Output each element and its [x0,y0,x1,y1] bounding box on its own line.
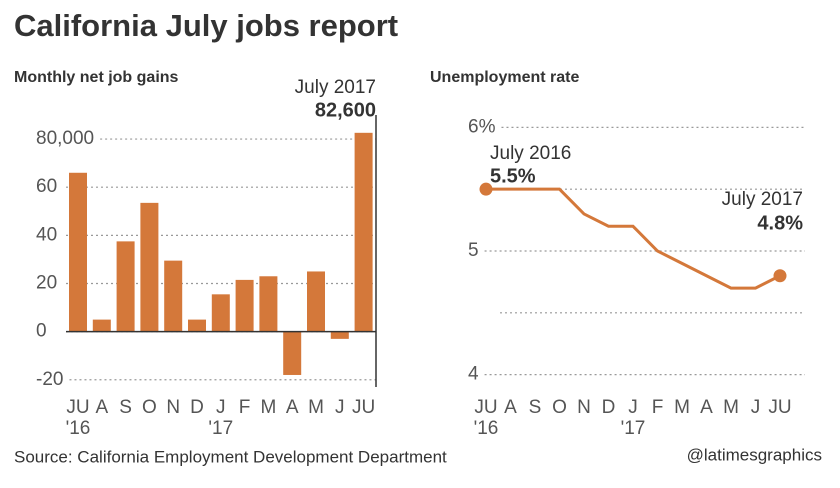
x-tick-label: J [216,397,226,418]
right-subtitle: Unemployment rate [430,69,579,86]
x-tick-label: N [166,397,180,418]
y-tick-label: 80,000 [36,128,94,149]
bar [92,319,111,332]
annotation-value: 5.5% [490,165,536,187]
bar [330,331,349,339]
bar [164,260,183,332]
credit: @latimesgraphics [687,445,822,464]
bar [140,202,159,332]
x-tick-sublabel: '17 [208,418,233,439]
annotation-label: July 2016 [490,143,571,164]
x-tick-label: M [308,397,324,418]
title: California July jobs report [14,8,398,43]
bar [259,276,278,332]
x-tick-label: A [504,397,517,418]
end-dot [773,269,787,283]
x-tick-label: JU [66,397,89,418]
bar [235,279,254,332]
bar [116,241,135,332]
x-tick-sublabel: '16 [66,418,91,439]
source: Source: California Employment Developmen… [14,447,447,466]
x-tick-sublabel: '16 [474,418,499,439]
x-tick-label: M [674,397,690,418]
end-dot [479,182,493,196]
bar [283,331,302,375]
bar [188,319,206,332]
x-tick-label: D [190,397,204,418]
x-tick-label: N [577,397,591,418]
x-tick-label: S [119,397,132,418]
bar [307,271,325,332]
x-tick-label: JU [352,397,375,418]
x-tick-label: F [239,397,251,418]
y-tick-label: -20 [36,369,63,390]
y-tick-label: 40 [36,224,57,245]
annotation-value: 82,600 [315,99,376,121]
y-tick-label: 20 [36,273,57,294]
x-tick-label: J [335,397,345,418]
x-tick-label: JU [768,397,791,418]
y-tick-label: 6% [468,116,496,137]
x-tick-label: A [286,397,299,418]
annotation-label: July 2017 [295,77,376,98]
y-tick-label: 4 [468,364,479,385]
x-tick-label: O [552,397,567,418]
y-tick-label: 5 [468,240,479,261]
x-tick-label: D [602,397,616,418]
x-tick-label: M [723,397,739,418]
x-tick-sublabel: '17 [621,418,646,439]
x-tick-label: JU [474,397,497,418]
x-tick-label: A [700,397,713,418]
x-tick-label: S [529,397,542,418]
annotation-value: 4.8% [757,212,803,234]
bar [69,172,87,332]
x-tick-label: J [628,397,638,418]
line [486,187,781,290]
y-tick-label: 60 [36,176,57,197]
x-tick-label: A [95,397,108,418]
annotation-label: July 2017 [722,189,803,210]
x-tick-label: J [751,397,761,418]
y-tick-label: 0 [36,321,47,342]
x-tick-label: F [652,397,664,418]
x-tick-label: O [142,397,157,418]
bar [354,132,373,332]
bar [211,294,230,332]
x-tick-label: M [260,397,276,418]
left-subtitle: Monthly net job gains [14,69,179,86]
